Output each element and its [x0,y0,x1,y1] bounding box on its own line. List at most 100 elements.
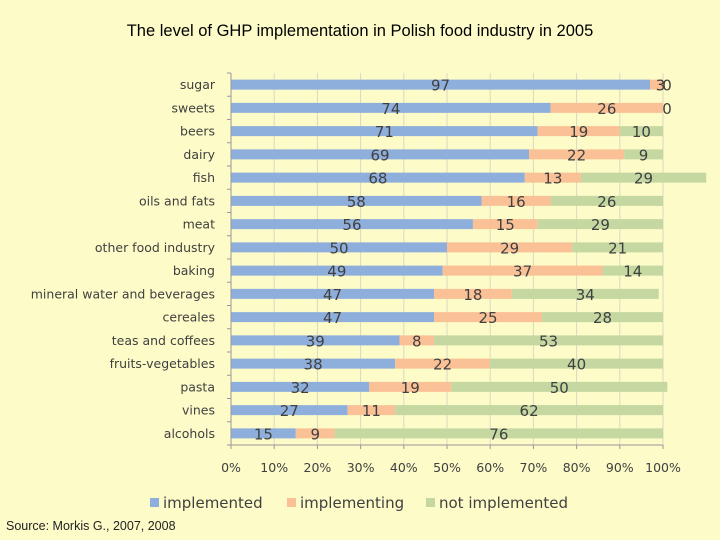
chart-title: The level of GHP implementation in Polis… [126,22,594,40]
bar-segment [231,335,400,346]
x-tick-label: 40% [390,460,418,475]
data-label: 0 [662,77,672,95]
bar-segment [295,428,335,439]
data-label: 74 [381,100,400,118]
data-label: 28 [593,309,612,327]
data-label: 9 [639,146,649,164]
category-label: dairy [183,147,215,162]
bar-segment [231,149,530,160]
bar-segment [231,79,651,90]
data-label: 58 [347,193,366,211]
bar-segment [442,265,603,276]
category-label: baking [173,263,215,278]
data-label: 19 [569,123,588,141]
data-label: 10 [632,123,651,141]
data-label: 56 [342,216,361,234]
legend-swatch [426,498,435,507]
bar-segment [231,172,525,183]
bar-segment [650,79,663,90]
data-label: 8 [412,332,422,350]
x-tick-label: 0% [221,460,241,475]
bar-segment [231,428,296,439]
bar-segment [624,149,663,160]
bar-segment [231,288,435,299]
category-label: other food industry [95,240,216,255]
bar-segment [434,288,512,299]
legend-swatch [150,498,159,507]
data-label: 97 [431,77,450,95]
data-label: 9 [310,425,320,443]
data-label: 21 [608,239,627,257]
data-label: 22 [433,356,452,374]
category-label: pasta [180,379,215,394]
bar-segment [434,312,543,323]
bar-segment [529,149,625,160]
data-label: 50 [329,239,348,257]
data-label: 38 [304,356,323,374]
bar-segment [447,242,573,253]
data-label: 40 [567,356,586,374]
data-label: 19 [401,379,420,397]
x-tick-label: 50% [433,460,461,475]
data-label: 15 [496,216,515,234]
data-label: 3 [656,77,666,95]
bar-segment [395,405,663,416]
bar-segment [231,219,473,230]
data-label: 49 [327,263,346,281]
bar-segment [572,242,663,253]
data-label: 27 [280,402,299,420]
bar-segment [399,335,435,346]
data-label: 11 [362,402,381,420]
bar-segment [434,335,663,346]
bar-segment [490,358,663,369]
bar-segment [231,126,538,137]
data-label: 16 [507,193,526,211]
bar-segment [347,405,396,416]
data-label: 32 [291,379,310,397]
category-label: teas and coffees [112,333,215,348]
data-label: 26 [597,193,616,211]
bar-segment [231,242,447,253]
bar-segment [231,358,396,369]
category-label: alcohols [164,426,215,441]
x-tick-label: 70% [520,460,548,475]
x-tick-label: 80% [563,460,591,475]
legend-swatch [287,498,296,507]
bar-segment [334,428,663,439]
x-tick-label: 90% [606,460,634,475]
bar-segment [369,381,452,392]
data-label: 34 [576,286,595,304]
x-tick-label: 60% [476,460,504,475]
bar-segment [542,312,663,323]
bar-segment [481,195,551,206]
category-label: sweets [171,100,215,115]
data-label: 25 [478,309,497,327]
bar-segment [231,195,482,206]
category-label: oils and fats [139,193,215,208]
legend-label: implemented [163,494,263,512]
legend-label: not implemented [439,494,568,512]
x-tick-label: 10% [260,460,288,475]
data-label: 29 [634,170,653,188]
x-tick-label: 100% [645,460,681,475]
bar-segment [524,172,581,183]
bar-segment [550,102,663,113]
legend-label: implementing [300,494,404,512]
bar-segment [231,102,551,113]
data-label: 26 [597,100,616,118]
bar-segment [451,381,668,392]
data-label: 50 [550,379,569,397]
data-label: 47 [323,286,342,304]
x-tick-label: 30% [347,460,375,475]
data-label: 0 [662,100,672,118]
data-label: 71 [375,123,394,141]
data-label: 29 [591,216,610,234]
bar-segment [231,265,443,276]
data-label: 37 [513,263,532,281]
data-label: 15 [254,425,273,443]
bar-segment [395,358,491,369]
bar-segment [231,312,435,323]
category-label: fruits-vegetables [110,356,215,371]
source-note: Source: Morkis G., 2007, 2008 [6,519,176,533]
